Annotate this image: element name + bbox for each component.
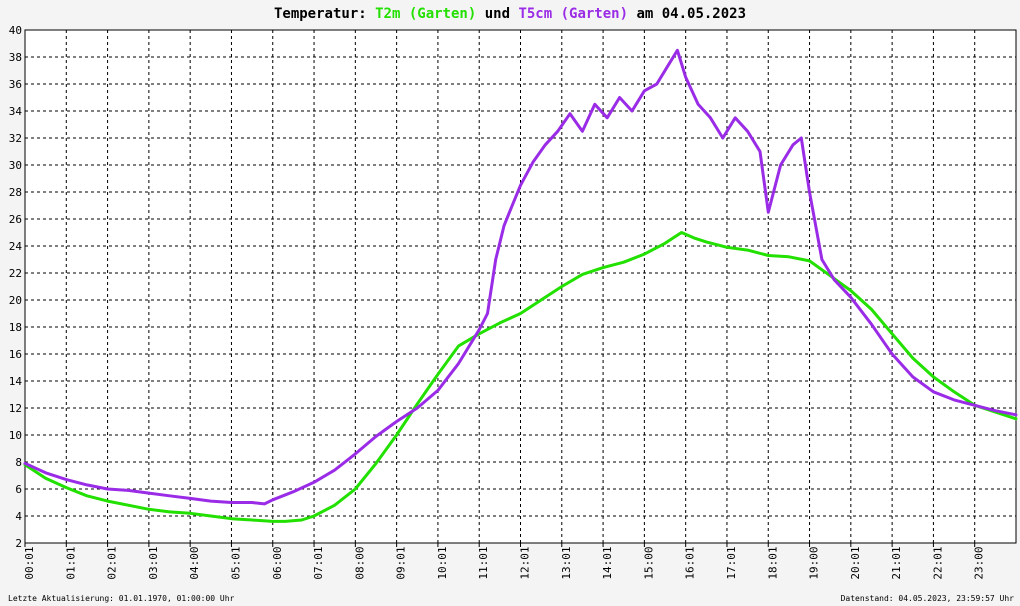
y-tick-label: 30 xyxy=(9,159,22,172)
series-line-t5cm xyxy=(23,48,1018,506)
footer-data-status: Datenstand: 04.05.2023, 23:59:57 Uhr xyxy=(841,594,1015,603)
y-tick-label: 4 xyxy=(15,510,22,523)
x-tick-label: 19:00 xyxy=(808,546,821,579)
y-tick-label: 2 xyxy=(15,537,22,550)
x-tick-label: 08:00 xyxy=(353,546,366,579)
series-lines xyxy=(23,48,1018,523)
y-tick-label: 36 xyxy=(9,78,22,91)
x-tick-label: 20:01 xyxy=(849,546,862,579)
x-tick-label: 05:01 xyxy=(229,546,242,579)
y-tick-label: 32 xyxy=(9,132,22,145)
chart-title-prefix: Temperatur: xyxy=(274,6,375,22)
x-tick-label: 09:01 xyxy=(395,546,408,579)
chart-title-suffix: am 04.05.2023 xyxy=(628,6,746,22)
x-tick-label: 06:00 xyxy=(271,546,284,579)
x-tick-label: 14:01 xyxy=(601,546,614,579)
y-tick-label: 20 xyxy=(9,294,22,307)
series-line-t2m xyxy=(23,231,1018,523)
x-tick-label: 01:01 xyxy=(64,546,77,579)
x-tick-label: 17:01 xyxy=(725,546,738,579)
chart-title-series1: T2m (Garten) xyxy=(375,6,476,22)
x-tick-label: 16:01 xyxy=(684,546,697,579)
footer-last-update: Letzte Aktualisierung: 01.01.1970, 01:00… xyxy=(8,594,235,603)
x-tick-label: 07:01 xyxy=(312,546,325,579)
y-tick-label: 16 xyxy=(9,348,22,361)
y-tick-label: 18 xyxy=(9,321,22,334)
y-tick-label: 6 xyxy=(15,483,22,496)
y-tick-label: 14 xyxy=(9,375,23,388)
x-tick-label: 10:01 xyxy=(436,546,449,579)
y-tick-label: 24 xyxy=(9,240,23,253)
x-tick-label: 15:00 xyxy=(642,546,655,579)
x-tick-label: 11:01 xyxy=(477,546,490,579)
y-tick-label: 28 xyxy=(9,186,22,199)
x-tick-label: 02:01 xyxy=(106,546,119,579)
y-tick-label: 8 xyxy=(15,456,22,469)
y-tick-label: 26 xyxy=(9,213,22,226)
x-tick-label: 18:01 xyxy=(766,546,779,579)
x-tick-label: 21:01 xyxy=(890,546,903,579)
x-tick-label: 23:00 xyxy=(973,546,986,579)
y-tick-label: 38 xyxy=(9,51,22,64)
y-tick-label: 34 xyxy=(9,105,23,118)
plot-area xyxy=(24,29,1017,544)
x-tick-label: 22:01 xyxy=(931,546,944,579)
chart-title-series2: T5cm (Garten) xyxy=(518,6,628,22)
x-tick-label: 12:01 xyxy=(519,546,532,579)
x-tick-label: 13:01 xyxy=(560,546,573,579)
x-tick-labels: 00:01 01:01 02:01 03:01 04:00 05:01 06:00 07:01… xyxy=(23,546,986,579)
y-tick-label: 12 xyxy=(9,402,22,415)
x-tick-label: 04:00 xyxy=(188,546,201,579)
grid-lines xyxy=(24,30,1016,547)
x-tick-label: 00:01 xyxy=(23,546,36,579)
chart-title: Temperatur: T2m (Garten) und T5cm (Garte… xyxy=(274,6,746,22)
x-tick-label: 03:01 xyxy=(147,546,160,579)
chart-title-middle: und xyxy=(476,6,518,22)
y-tick-label: 22 xyxy=(9,267,22,280)
y-tick-label: 40 xyxy=(9,24,22,37)
y-tick-label: 10 xyxy=(9,429,22,442)
